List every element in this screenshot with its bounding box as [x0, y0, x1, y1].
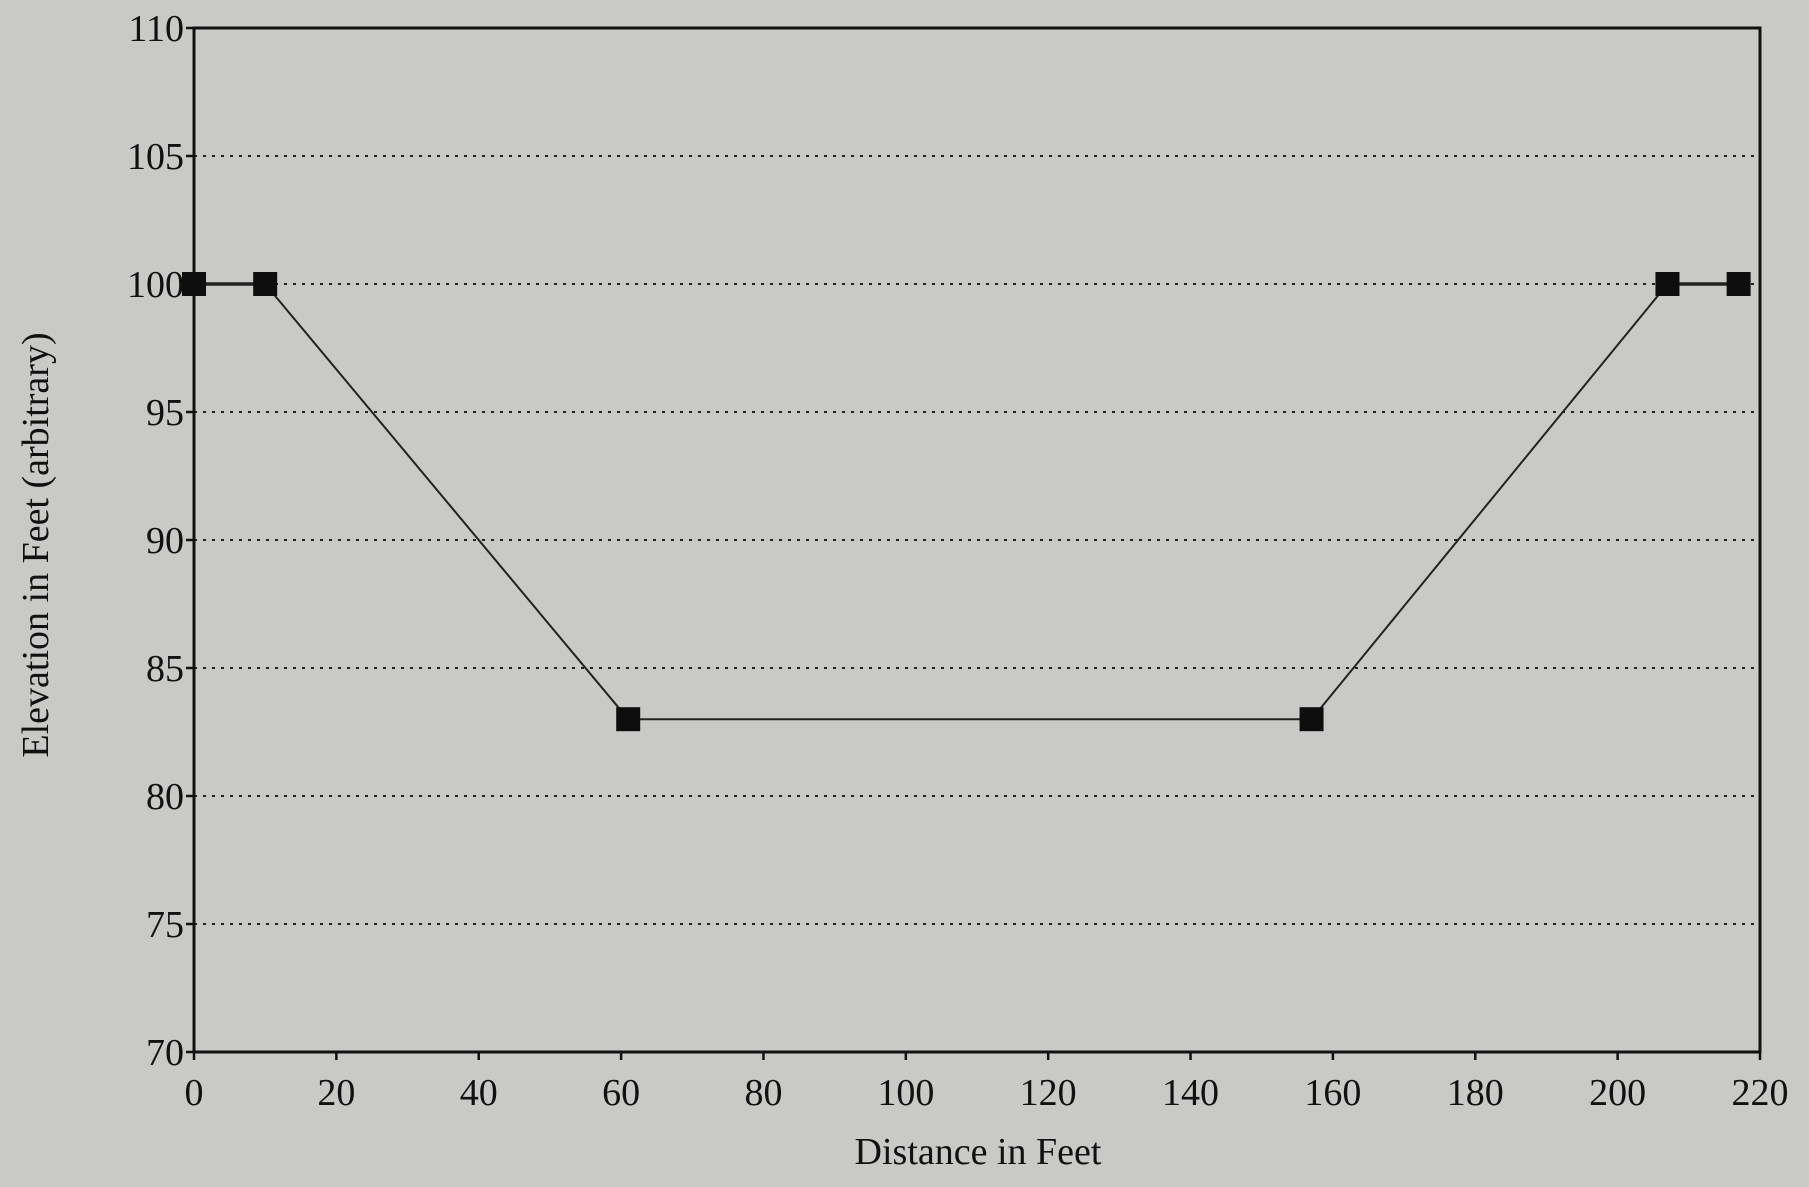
x-tick-label-140: 140: [1162, 1072, 1219, 1114]
y-tick-label-80: 80: [146, 776, 184, 818]
series-layer: [182, 272, 1751, 732]
x-tick-label-120: 120: [1020, 1072, 1077, 1114]
x-tick-label-0: 0: [185, 1072, 204, 1114]
x-tick-label-20: 20: [317, 1072, 355, 1114]
grid-layer: [194, 155, 1760, 925]
x-tick-label-100: 100: [877, 1072, 934, 1114]
y-tick-label-85: 85: [146, 648, 184, 690]
series-0-segment-3: [1310, 283, 1669, 720]
x-tick-label-220: 220: [1732, 1072, 1789, 1114]
series-0-point-0: [182, 272, 206, 296]
x-tick-label-200: 200: [1589, 1072, 1646, 1114]
x-tick-label-60: 60: [602, 1072, 640, 1114]
x-tick-label-80: 80: [744, 1072, 782, 1114]
series-0-point-1: [253, 272, 278, 296]
y-tick-label-110: 110: [128, 8, 184, 50]
series-0-point-4: [1655, 272, 1680, 296]
y-axis-label: Elevation in Feet (arbitrary): [15, 332, 57, 757]
x-axis-label: Distance in Feet: [855, 1131, 1102, 1173]
x-tick-label-180: 180: [1447, 1072, 1504, 1114]
y-tick-label-90: 90: [146, 520, 184, 562]
y-tick-label-70: 70: [146, 1032, 184, 1074]
series-0-point-3: [1299, 707, 1324, 732]
y-tick-label-100: 100: [127, 264, 184, 306]
x-tick-label-40: 40: [460, 1072, 498, 1114]
y-tick-label-105: 105: [127, 136, 184, 178]
y-tick-label-75: 75: [146, 904, 184, 946]
axis-layer: 70 75 80 85 90 95 100 105 110 0 20 40 60 80 100 120 140 1…: [127, 8, 1789, 1114]
x-tick-label-160: 160: [1304, 1072, 1361, 1114]
series-0-segment-1: [264, 283, 629, 720]
y-tick-label-95: 95: [146, 392, 184, 434]
label-layer: Distance in Feet Elevation in Feet (arbi…: [15, 332, 1102, 1173]
series-0-point-5: [1726, 272, 1751, 296]
series-0-point-2: [616, 707, 641, 732]
